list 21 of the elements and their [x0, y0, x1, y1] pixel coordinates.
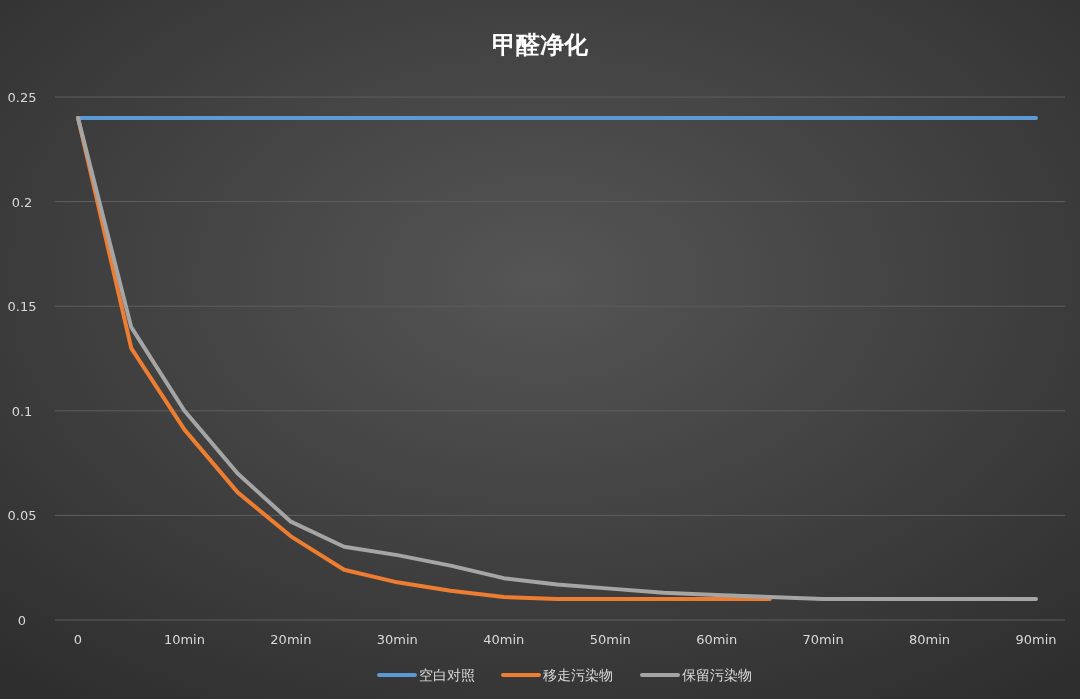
- y-tick-label: 0.25: [7, 90, 37, 105]
- chart-title: 甲醛净化: [492, 31, 589, 59]
- x-tick-label: 30min: [376, 632, 418, 647]
- y-tick-label: 0.2: [11, 194, 33, 210]
- x-tick-label: 60min: [696, 632, 738, 647]
- x-tick-label: 50min: [589, 632, 631, 647]
- x-tick-label: 80min: [909, 632, 951, 647]
- x-tick-label: 90min: [1015, 632, 1057, 647]
- y-tick-label: 0.1: [11, 403, 33, 419]
- y-tick-label: 0.15: [7, 299, 37, 315]
- legend-label: 移走污染物: [543, 667, 613, 683]
- x-tick-label: 20min: [270, 632, 312, 647]
- y-tick-label: 0.05: [7, 508, 37, 524]
- x-tick-label: 0: [73, 632, 83, 647]
- x-tick-label: 40min: [483, 632, 525, 647]
- y-tick-label: 0: [17, 613, 27, 628]
- legend-label: 空白对照: [419, 667, 475, 683]
- line-series: [76, 115, 1038, 602]
- legend-label: 保留污染物: [682, 667, 752, 683]
- x-tick-label: 70min: [802, 632, 844, 647]
- x-tick-label: 10min: [163, 632, 205, 647]
